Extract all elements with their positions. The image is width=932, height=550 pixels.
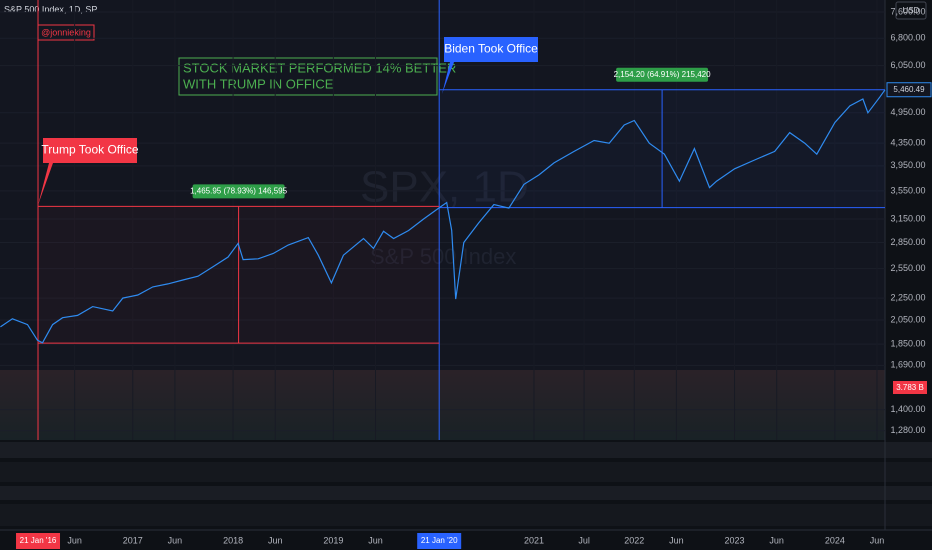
x-tick-label: Jun	[268, 535, 283, 545]
price-tag-box	[886, 82, 932, 98]
y-tick-label: 3,150.00	[890, 213, 925, 223]
price-line	[0, 89, 886, 344]
x-tick-label: Jun	[168, 535, 183, 545]
y-tick-label: 3,550.00	[890, 185, 925, 195]
y-tick-label: 2,850.00	[890, 237, 925, 247]
callout-bubble	[38, 138, 137, 205]
currency-button[interactable]	[895, 1, 927, 20]
x-tick-label: 2022	[624, 535, 644, 545]
currency[interactable]: USD	[903, 6, 920, 15]
event-label: 21 Jan '16	[20, 536, 57, 545]
x-tick-label: Jun	[368, 535, 383, 545]
y-tick-label: 6,800.00	[890, 33, 925, 43]
event-label: 21 Jan '20	[421, 536, 458, 545]
measure-label-box	[616, 67, 709, 82]
y-tick-label: 1,400.00	[890, 404, 925, 414]
headline: STOCK MARKET PERFORMED 14% BETTER	[183, 60, 456, 75]
callout-text: Biden Took Office	[444, 42, 538, 56]
headline-box	[178, 57, 438, 96]
x-tick-label: 2019	[323, 535, 343, 545]
y-tick-label: 1,690.00	[890, 360, 925, 370]
y-tick-label: 2,550.00	[890, 263, 925, 273]
y-tick-label: 2,050.00	[890, 314, 925, 324]
y-tick-label: 1,280.00	[890, 425, 925, 435]
author: @jonnieking	[41, 27, 91, 37]
callout-bubble	[442, 37, 538, 94]
x-tick-label: 2023	[725, 535, 745, 545]
pane	[0, 504, 932, 526]
callout-text: Trump Took Office	[41, 143, 138, 157]
y-tick-label: 4,350.00	[890, 138, 925, 148]
y-tick-label: 2,250.00	[890, 292, 925, 302]
volume-tag: 3.783 B	[896, 383, 924, 392]
price-tag: 5,460.49	[893, 85, 925, 94]
measure-label: 2,154.20 (64.91%) 215,420	[614, 70, 712, 79]
x-tick-label: 2017	[123, 535, 143, 545]
chart-title: S&P 500 Index, 1D, SP	[4, 4, 97, 14]
y-tick-label: 7,600.00	[890, 6, 925, 16]
watermark-name: S&P 500 Index	[370, 244, 516, 269]
y-tick-label: 6,050.00	[890, 60, 925, 70]
measure-label-box	[192, 184, 285, 199]
x-tick-label: 2024	[825, 535, 845, 545]
x-tick-label: Jun	[67, 535, 82, 545]
event-label-box	[16, 533, 61, 549]
pane	[0, 486, 932, 500]
x-tick-label: Jun	[769, 535, 784, 545]
y-tick-label: 4,950.00	[890, 107, 925, 117]
volume-tag-box	[893, 381, 927, 394]
x-tick-label: Jun	[870, 535, 885, 545]
y-tick-label: 1,850.00	[890, 338, 925, 348]
x-tick-label: 2018	[223, 535, 243, 545]
pane	[0, 462, 932, 482]
y-tick-label: 3,950.00	[890, 160, 925, 170]
event-label-box	[417, 533, 462, 549]
x-tick-label: Jun	[669, 535, 684, 545]
plot-area	[0, 0, 885, 440]
headline: WITH TRUMP IN OFFICE	[183, 76, 334, 91]
measure-label: 1,465.95 (78.93%) 146,595	[190, 186, 288, 195]
pane	[0, 442, 932, 458]
volume-pane	[0, 370, 885, 440]
x-tick-label: Jul	[578, 535, 590, 545]
x-tick-label: 2021	[524, 535, 544, 545]
lower-panes	[0, 442, 932, 526]
